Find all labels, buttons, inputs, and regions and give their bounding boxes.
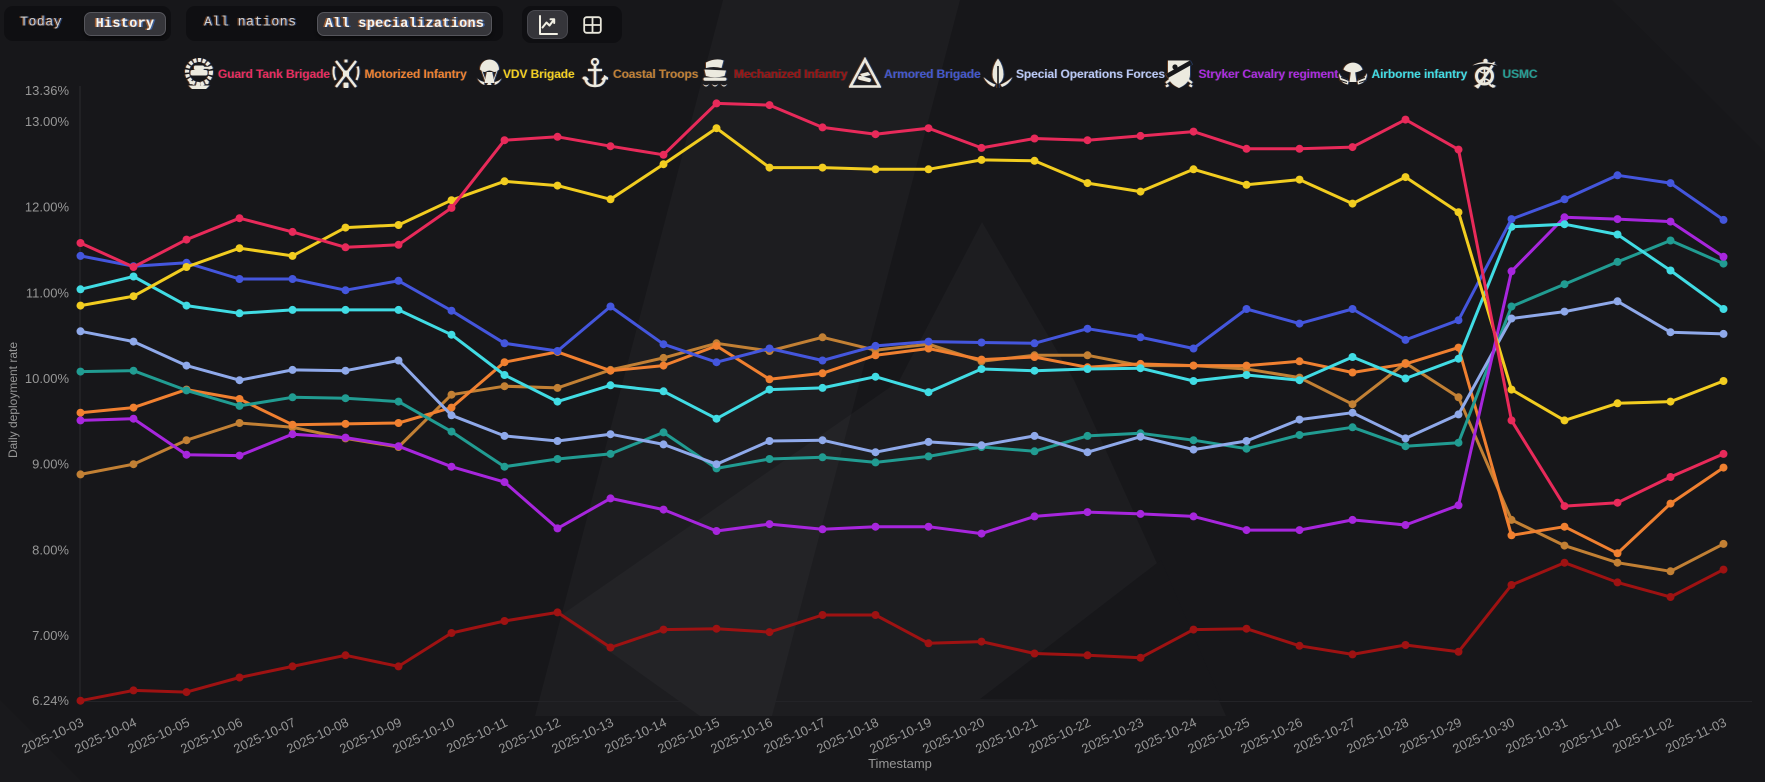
svg-text:13.00%: 13.00% — [25, 114, 70, 129]
svg-text:8.00%: 8.00% — [32, 542, 69, 557]
svg-text:9.00%: 9.00% — [32, 457, 69, 472]
svg-text:6.24%: 6.24% — [32, 693, 69, 708]
svg-text:12.00%: 12.00% — [25, 200, 70, 215]
svg-text:13.36%: 13.36% — [25, 83, 70, 98]
svg-text:2025-11-03: 2025-11-03 — [1663, 715, 1729, 756]
svg-text:11.00%: 11.00% — [26, 285, 70, 300]
svg-text:Daily deployment rate: Daily deployment rate — [6, 342, 20, 458]
svg-text:10.00%: 10.00% — [25, 371, 70, 386]
svg-text:7.00%: 7.00% — [32, 628, 69, 643]
svg-text:Timestamp: Timestamp — [868, 756, 932, 771]
